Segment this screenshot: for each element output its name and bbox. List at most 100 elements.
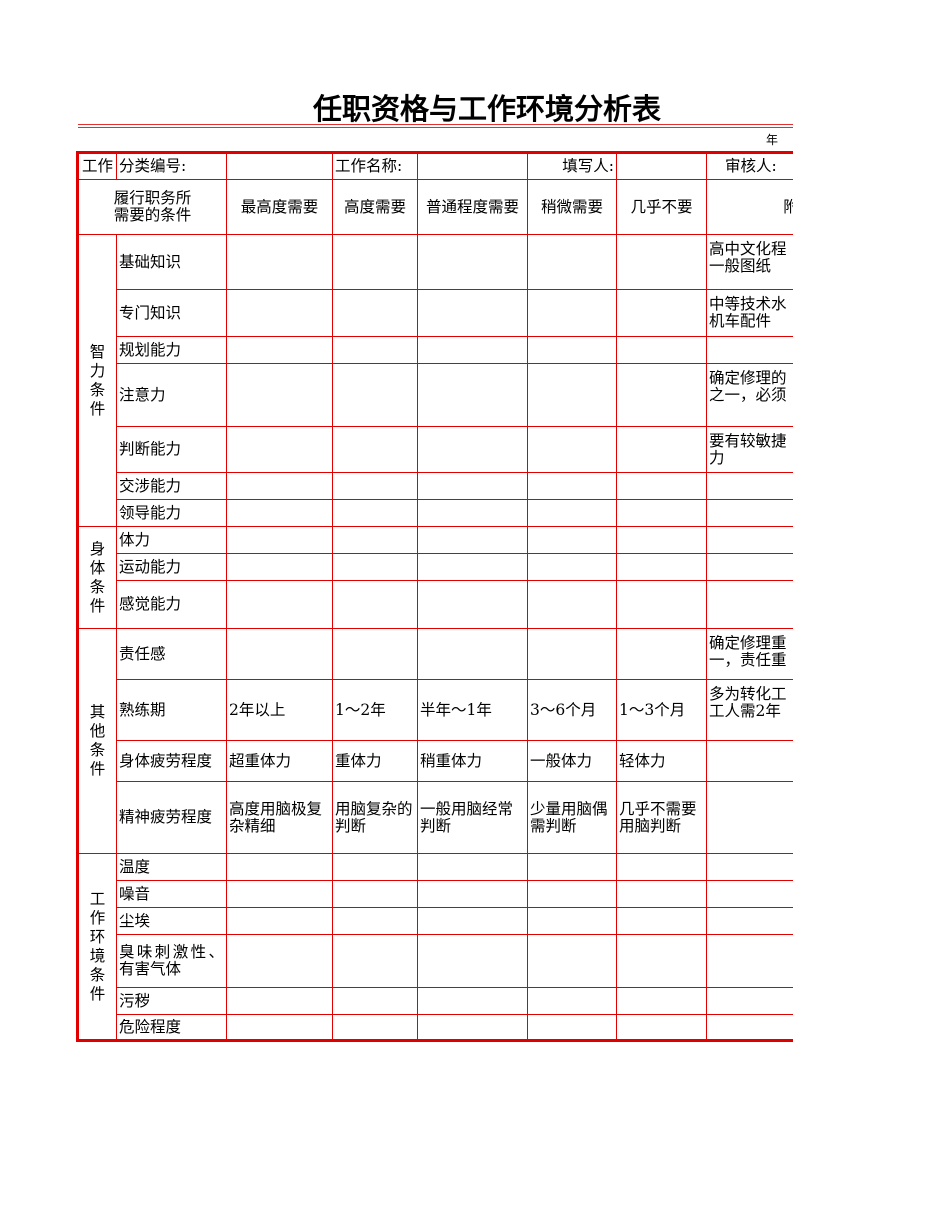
cell (226, 234, 333, 290)
cell: 审核人: (706, 152, 793, 180)
cell: 3～6个月 (527, 679, 617, 741)
table-row: 判断能力 要有较敏捷力 (78, 426, 793, 473)
title-rule (78, 124, 793, 125)
note-cell: 多为转化工 工人需2年 (706, 679, 793, 741)
note-cell: 高中文化程 一般图纸 (706, 234, 793, 290)
note-line: 要有较敏捷 (709, 432, 787, 450)
cell (226, 363, 333, 427)
cell (527, 853, 617, 881)
cell (616, 289, 707, 337)
cell (616, 363, 707, 427)
cell (332, 499, 418, 527)
cell (332, 580, 418, 629)
table-row: 臭味刺激性、有害气体 (78, 934, 793, 988)
cell (417, 934, 528, 988)
date-label: 年 (766, 133, 779, 147)
cell (226, 526, 333, 554)
column-header: 附 (706, 179, 793, 235)
cell (332, 853, 418, 881)
cell (226, 152, 333, 180)
cell (226, 289, 333, 337)
cell: 工作名称: (332, 152, 418, 180)
cell (616, 499, 707, 527)
row-label: 专门知识 (116, 289, 227, 337)
row-label: 体力 (116, 526, 227, 554)
cell (616, 880, 707, 908)
table-row: 尘埃 (78, 907, 793, 935)
cell (616, 1014, 707, 1041)
column-header: 最高度需要 (226, 179, 333, 235)
cell: 工作 (77, 152, 117, 180)
column-header: 高度需要 (332, 179, 418, 235)
note-cell: 中等技术水 机车配件 (706, 289, 793, 337)
cell (417, 336, 528, 364)
section-label: 身体条件 (77, 526, 117, 629)
cell (417, 363, 528, 427)
row-label: 规划能力 (116, 336, 227, 364)
cell (332, 1014, 418, 1041)
cell (226, 336, 333, 364)
section-label: 工作环境条件 (77, 853, 117, 1041)
table-row: 交涉能力 (78, 472, 793, 500)
note-line: 多为转化工 (709, 685, 787, 703)
cell: 重体力 (332, 740, 418, 782)
cell: 高度用脑极复杂精细 (226, 781, 333, 854)
cell (417, 499, 528, 527)
title-rule (78, 127, 793, 128)
note-cell (706, 553, 793, 581)
column-header: 稍微需要 (527, 179, 617, 235)
cell (527, 880, 617, 908)
note-cell (706, 781, 793, 854)
row-label: 污秽 (116, 987, 227, 1015)
note-line: 力 (709, 449, 725, 467)
cell (332, 472, 418, 500)
table-row: 危险程度 (78, 1014, 793, 1041)
cell (616, 426, 707, 473)
table-row: 规划能力 (78, 336, 793, 364)
cell (332, 526, 418, 554)
cell: 用脑复杂的判断 (332, 781, 418, 854)
cell (527, 987, 617, 1015)
cell (527, 234, 617, 290)
cell (417, 472, 528, 500)
cell (417, 628, 528, 680)
section-name: 智力条件 (89, 342, 106, 418)
row-label: 责任感 (116, 628, 227, 680)
cell (527, 1014, 617, 1041)
note-cell: 要有较敏捷力 (706, 426, 793, 473)
note-line: 一般图纸 (709, 257, 772, 275)
cell (332, 628, 418, 680)
cell: 半年～1年 (417, 679, 528, 741)
cell (226, 553, 333, 581)
cell (527, 907, 617, 935)
cell (417, 152, 528, 180)
cell (332, 363, 418, 427)
row-label: 交涉能力 (116, 472, 227, 500)
row-label: 感觉能力 (116, 580, 227, 629)
table-row: 专门知识 中等技术水 机车配件 (78, 289, 793, 337)
cell (417, 580, 528, 629)
cell (417, 234, 528, 290)
note-line: 中等技术水 (709, 295, 787, 313)
cell (226, 1014, 333, 1041)
table-row: 污秽 (78, 987, 793, 1015)
note-cell (706, 526, 793, 554)
row-label: 身体疲劳程度 (116, 740, 227, 782)
note-cell (706, 987, 793, 1015)
table-row: 精神疲劳程度 高度用脑极复杂精细 用脑复杂的判断 一般用脑经常判断 少量用脑偶需判断 几乎… (78, 781, 793, 854)
cell (417, 880, 528, 908)
cell: 几乎不需要用脑判断 (616, 781, 707, 854)
cell: 一般体力 (527, 740, 617, 782)
cell (616, 472, 707, 500)
table-row: 工作环境条件 温度 (77, 853, 793, 1041)
cell (332, 553, 418, 581)
cell (527, 934, 617, 988)
cell (417, 1014, 528, 1041)
column-header: 履行职务所需要的条件 (113, 189, 192, 224)
table-row: 身体疲劳程度 超重体力 重体力 稍重体力 一般体力 轻体力 (78, 740, 793, 782)
cell (226, 907, 333, 935)
cell (616, 526, 707, 554)
row-label: 领导能力 (116, 499, 227, 527)
cell: 轻体力 (616, 740, 707, 782)
